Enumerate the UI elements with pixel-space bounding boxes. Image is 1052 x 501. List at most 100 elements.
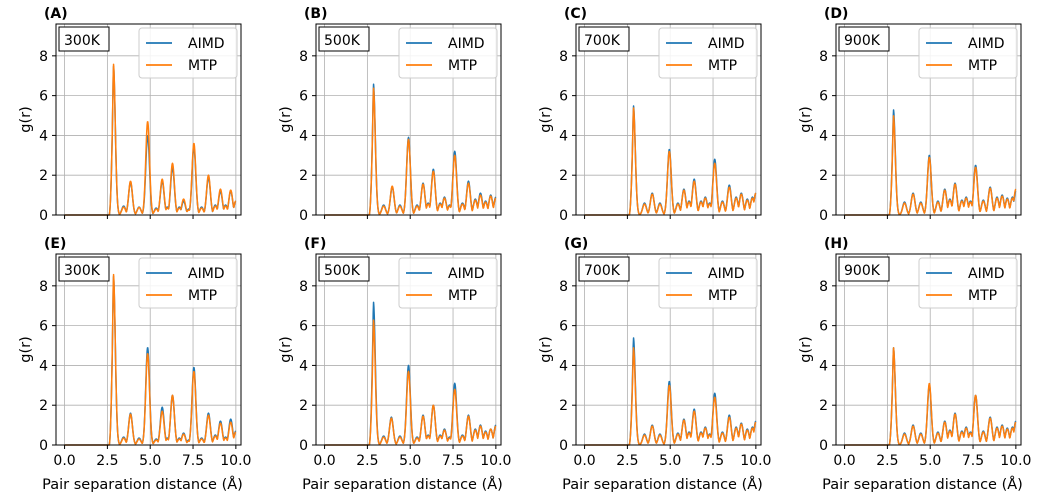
y-tick-label: 6 bbox=[39, 319, 48, 335]
temperature-label: 900K bbox=[844, 263, 881, 279]
temperature-label: 500K bbox=[324, 33, 361, 49]
temperature-box bbox=[318, 256, 370, 282]
temperature-box bbox=[58, 256, 110, 282]
y-tick-label: 8 bbox=[819, 49, 828, 65]
axes-frame bbox=[575, 23, 762, 216]
x-axis-title: Pair separation distance (Å) bbox=[302, 476, 503, 493]
y-tick-label: 8 bbox=[299, 279, 308, 295]
y-tick-label: 2 bbox=[39, 168, 48, 184]
panel-a: 0 2 4 6 8 g(r) (A) 300K AIMD MTP bbox=[18, 6, 242, 224]
x-axis-title: Pair separation distance (Å) bbox=[562, 476, 763, 493]
panel-f: 0.0 2.5 5.0 7.5 10.0 0 2 4 6 8 g(r) Pair separation… bbox=[278, 236, 511, 493]
panel-label: (A) bbox=[44, 6, 68, 22]
panel-h: 0.0 2.5 5.0 7.5 10.0 0 2 4 6 8 g(r) Pair separation… bbox=[798, 236, 1031, 493]
temperature-label: 300K bbox=[64, 263, 101, 279]
legend-label-aimd: AIMD bbox=[448, 266, 485, 282]
y-tick-label: 2 bbox=[819, 168, 828, 184]
y-tick-label: 4 bbox=[559, 358, 568, 374]
temperature-box bbox=[578, 26, 630, 52]
y-tick-label: 4 bbox=[819, 128, 828, 144]
y-axis-title: g(r) bbox=[278, 336, 294, 362]
panel-label: (E) bbox=[44, 236, 66, 252]
axes-frame bbox=[315, 253, 502, 446]
y-tick-label: 2 bbox=[559, 398, 568, 414]
panel-g: 0.0 2.5 5.0 7.5 10.0 0 2 4 6 8 g(r) Pair separation… bbox=[538, 236, 771, 493]
legend-label-mtp: MTP bbox=[448, 288, 477, 304]
y-tick-label: 2 bbox=[39, 398, 48, 414]
y-tick-label: 0 bbox=[559, 208, 568, 224]
panel-c: 0 2 4 6 8 g(r) (C) 700K AIMD MTP bbox=[538, 6, 762, 224]
temperature-label: 700K bbox=[584, 33, 621, 49]
temperature-label: 700K bbox=[584, 263, 621, 279]
axes-frame bbox=[575, 253, 762, 446]
y-tick-label: 4 bbox=[39, 128, 48, 144]
y-tick-label: 0 bbox=[299, 438, 308, 454]
y-axis-title: g(r) bbox=[538, 336, 554, 362]
panel-d: 0 2 4 6 8 g(r) (D) 900K AIMD MTP bbox=[798, 6, 1022, 224]
legend-label-mtp: MTP bbox=[188, 58, 217, 74]
y-axis-title: g(r) bbox=[278, 106, 294, 132]
axes-frame bbox=[55, 23, 242, 216]
y-tick-label: 4 bbox=[559, 128, 568, 144]
x-tick-label: 5.0 bbox=[139, 453, 161, 469]
x-axis-title: Pair separation distance (Å) bbox=[42, 476, 243, 493]
y-tick-label: 8 bbox=[559, 49, 568, 65]
y-axis-title: g(r) bbox=[18, 106, 34, 132]
y-tick-label: 6 bbox=[299, 319, 308, 335]
panel-label: (F) bbox=[304, 236, 326, 252]
axes-frame bbox=[835, 253, 1022, 446]
y-tick-label: 6 bbox=[819, 89, 828, 105]
y-axis-title: g(r) bbox=[798, 106, 814, 132]
y-tick-label: 6 bbox=[559, 89, 568, 105]
panel-b: 0 2 4 6 8 g(r) (B) 500K AIMD MTP bbox=[278, 6, 502, 224]
x-tick-label: 2.5 bbox=[876, 453, 898, 469]
y-tick-label: 6 bbox=[299, 89, 308, 105]
temperature-box bbox=[58, 26, 110, 52]
temperature-box bbox=[838, 256, 890, 282]
x-axis-title: Pair separation distance (Å) bbox=[822, 476, 1023, 493]
y-tick-label: 6 bbox=[39, 89, 48, 105]
legend-label-mtp: MTP bbox=[188, 288, 217, 304]
panel-e: 0.0 2.5 5.0 7.5 10.0 0 2 4 6 8 g(r) Pair separation… bbox=[18, 236, 251, 493]
legend-label-aimd: AIMD bbox=[448, 36, 485, 52]
x-tick-label: 2.5 bbox=[96, 453, 118, 469]
legend-label-aimd: AIMD bbox=[188, 266, 225, 282]
temperature-box bbox=[318, 26, 370, 52]
temperature-box bbox=[838, 26, 890, 52]
legend-label-aimd: AIMD bbox=[188, 36, 225, 52]
x-tick-label: 0.0 bbox=[573, 453, 595, 469]
y-tick-label: 4 bbox=[299, 128, 308, 144]
y-tick-label: 6 bbox=[559, 319, 568, 335]
legend-label-mtp: MTP bbox=[968, 288, 997, 304]
x-tick-label: 7.5 bbox=[962, 453, 984, 469]
y-tick-label: 2 bbox=[299, 398, 308, 414]
x-tick-label: 10.0 bbox=[740, 453, 771, 469]
legend-label-mtp: MTP bbox=[968, 58, 997, 74]
y-tick-label: 0 bbox=[299, 208, 308, 224]
legend-label-mtp: MTP bbox=[708, 58, 737, 74]
legend-label-mtp: MTP bbox=[448, 58, 477, 74]
x-tick-label: 7.5 bbox=[442, 453, 464, 469]
y-tick-label: 4 bbox=[819, 358, 828, 374]
x-tick-label: 0.0 bbox=[833, 453, 855, 469]
y-tick-label: 0 bbox=[819, 208, 828, 224]
x-tick-label: 5.0 bbox=[659, 453, 681, 469]
y-tick-label: 8 bbox=[819, 279, 828, 295]
x-tick-label: 2.5 bbox=[616, 453, 638, 469]
panel-label: (D) bbox=[824, 6, 848, 22]
legend-label-aimd: AIMD bbox=[708, 266, 745, 282]
y-tick-label: 8 bbox=[39, 279, 48, 295]
y-axis-title: g(r) bbox=[18, 336, 34, 362]
panel-label: (H) bbox=[824, 236, 849, 252]
y-tick-label: 8 bbox=[299, 49, 308, 65]
legend-label-aimd: AIMD bbox=[708, 36, 745, 52]
temperature-box bbox=[578, 256, 630, 282]
x-tick-label: 5.0 bbox=[399, 453, 421, 469]
x-tick-label: 10.0 bbox=[1000, 453, 1031, 469]
x-tick-label: 2.5 bbox=[356, 453, 378, 469]
y-tick-label: 8 bbox=[559, 279, 568, 295]
y-axis-title: g(r) bbox=[798, 336, 814, 362]
legend-label-aimd: AIMD bbox=[968, 266, 1005, 282]
axes-frame bbox=[55, 253, 242, 446]
